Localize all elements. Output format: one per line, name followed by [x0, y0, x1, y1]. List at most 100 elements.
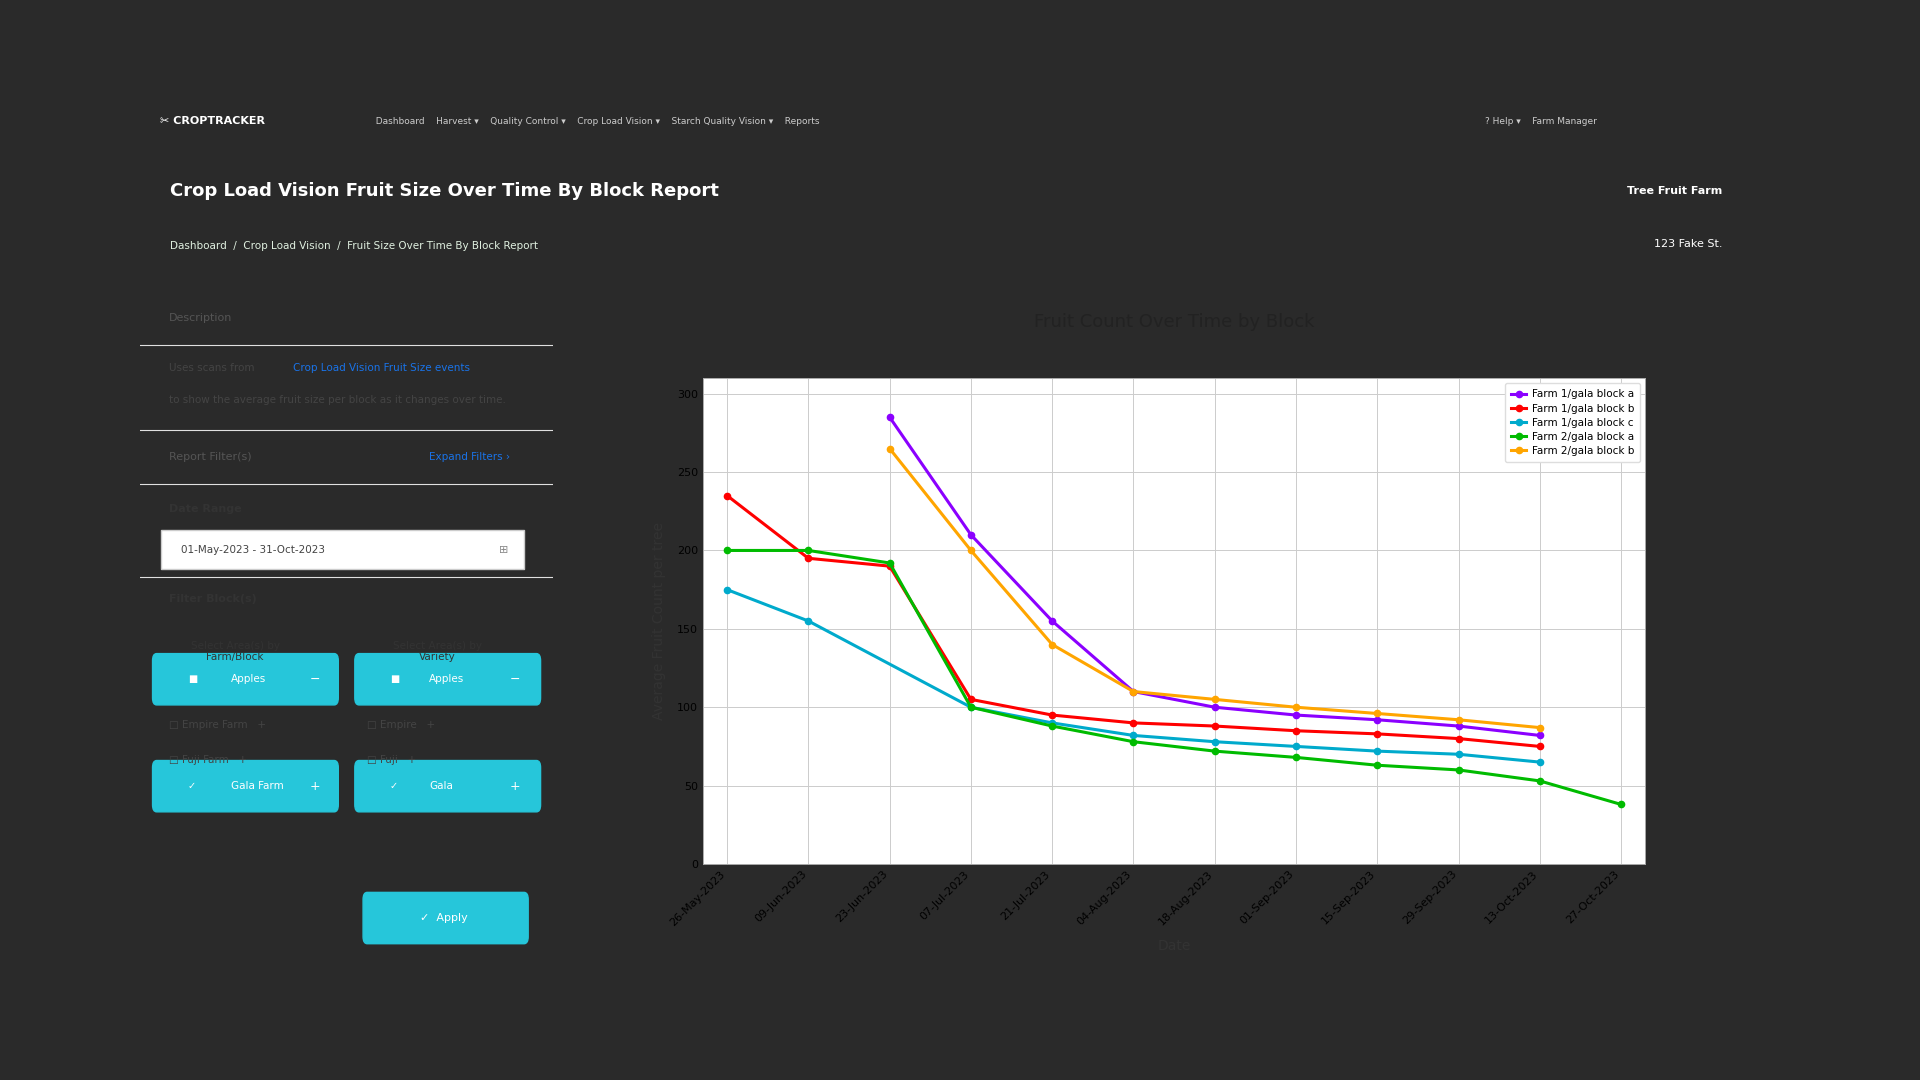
- Text: ✓  Apply: ✓ Apply: [420, 913, 467, 923]
- FancyBboxPatch shape: [152, 653, 338, 705]
- FancyBboxPatch shape: [355, 760, 541, 812]
- Text: Description: Description: [169, 313, 232, 323]
- Line: Farm 2/gala block b: Farm 2/gala block b: [887, 445, 1544, 731]
- Text: ⊞: ⊞: [499, 545, 509, 555]
- Text: 01-May-2023 - 31-Oct-2023: 01-May-2023 - 31-Oct-2023: [180, 545, 324, 555]
- FancyBboxPatch shape: [152, 760, 338, 812]
- Line: Farm 2/gala block a: Farm 2/gala block a: [724, 548, 1624, 808]
- FancyBboxPatch shape: [161, 530, 524, 569]
- Farm 1/gala block a: [960, 528, 983, 541]
- Farm 1/gala block c: [960, 701, 983, 714]
- Farm 1/gala block c: [1365, 744, 1388, 757]
- Text: Apples: Apples: [230, 674, 267, 685]
- X-axis label: Date: Date: [1158, 939, 1190, 953]
- Text: Gala: Gala: [428, 781, 453, 792]
- Text: □ Empire   +: □ Empire +: [367, 720, 436, 730]
- Farm 2/gala block b: [960, 544, 983, 557]
- Text: Tree Fruit Farm: Tree Fruit Farm: [1628, 187, 1722, 197]
- Farm 1/gala block c: [1284, 740, 1308, 753]
- FancyBboxPatch shape: [363, 892, 528, 944]
- Text: Gala Farm: Gala Farm: [230, 781, 284, 792]
- Farm 2/gala block a: [1041, 719, 1064, 732]
- Farm 1/gala block a: [1204, 701, 1227, 714]
- Text: −: −: [509, 673, 520, 686]
- Text: Select Area(s) by
Variety: Select Area(s) by Variety: [394, 640, 482, 662]
- Y-axis label: Average Fruit Count per tree: Average Fruit Count per tree: [651, 522, 666, 720]
- Farm 2/gala block a: [1528, 774, 1551, 787]
- Text: ■: ■: [390, 674, 399, 685]
- Line: Farm 1/gala block c: Farm 1/gala block c: [724, 586, 1544, 766]
- Farm 2/gala block a: [960, 701, 983, 714]
- Farm 2/gala block b: [1284, 701, 1308, 714]
- Farm 1/gala block b: [1041, 708, 1064, 721]
- Farm 1/gala block a: [1528, 729, 1551, 742]
- Farm 1/gala block b: [797, 552, 820, 565]
- Text: Dashboard    Harvest ▾    Quality Control ▾    Crop Load Vision ▾    Starch Qual: Dashboard Harvest ▾ Quality Control ▾ Cr…: [371, 117, 820, 126]
- Farm 1/gala block b: [1284, 725, 1308, 738]
- Text: 123 Fake St.: 123 Fake St.: [1653, 239, 1722, 248]
- Line: Farm 1/gala block b: Farm 1/gala block b: [724, 492, 1544, 750]
- Text: Select Area(s) by
Farm/Block: Select Area(s) by Farm/Block: [190, 640, 280, 662]
- Text: Crop Load Vision Fruit Size events: Crop Load Vision Fruit Size events: [294, 363, 470, 373]
- Farm 2/gala block a: [877, 556, 900, 569]
- Farm 1/gala block b: [1528, 740, 1551, 753]
- Farm 2/gala block b: [1204, 693, 1227, 706]
- Farm 1/gala block a: [877, 410, 900, 423]
- Farm 2/gala block b: [1041, 638, 1064, 651]
- Text: Date Range: Date Range: [169, 504, 242, 514]
- Text: Dashboard  /  Crop Load Vision  /  Fruit Size Over Time By Block Report: Dashboard / Crop Load Vision / Fruit Siz…: [169, 241, 538, 251]
- Legend: Farm 1/gala block a, Farm 1/gala block b, Farm 1/gala block c, Farm 2/gala block: Farm 1/gala block a, Farm 1/gala block b…: [1505, 383, 1640, 462]
- Farm 1/gala block b: [1204, 719, 1227, 732]
- Farm 1/gala block c: [1121, 729, 1144, 742]
- Line: Farm 1/gala block a: Farm 1/gala block a: [887, 414, 1544, 739]
- Farm 2/gala block b: [1448, 713, 1471, 726]
- Farm 2/gala block a: [1121, 735, 1144, 748]
- Text: □ Fuji   +: □ Fuji +: [367, 755, 417, 765]
- Text: ✓: ✓: [188, 781, 196, 792]
- Farm 1/gala block c: [1528, 756, 1551, 769]
- Farm 2/gala block a: [716, 544, 739, 557]
- Text: ■: ■: [188, 674, 198, 685]
- Text: +: +: [509, 780, 520, 793]
- Farm 1/gala block b: [877, 559, 900, 572]
- Text: ✂ CROPTRACKER: ✂ CROPTRACKER: [159, 117, 265, 126]
- Text: Crop Load Vision Fruit Size Over Time By Block Report: Crop Load Vision Fruit Size Over Time By…: [169, 183, 718, 201]
- Farm 1/gala block c: [716, 583, 739, 596]
- Farm 1/gala block b: [960, 693, 983, 706]
- Text: to show the average fruit size per block as it changes over time.: to show the average fruit size per block…: [169, 395, 507, 405]
- Text: Uses scans from: Uses scans from: [169, 363, 257, 373]
- Farm 2/gala block a: [797, 544, 820, 557]
- Farm 1/gala block c: [1448, 747, 1471, 760]
- Text: Apples: Apples: [428, 674, 465, 685]
- Text: ? Help ▾    Farm Manager: ? Help ▾ Farm Manager: [1484, 117, 1597, 126]
- Farm 1/gala block c: [1204, 735, 1227, 748]
- Farm 1/gala block a: [1365, 713, 1388, 726]
- Farm 1/gala block c: [797, 615, 820, 627]
- Farm 2/gala block a: [1365, 759, 1388, 772]
- Text: Report Filter(s): Report Filter(s): [169, 451, 252, 462]
- Farm 1/gala block c: [1041, 716, 1064, 729]
- Farm 2/gala block b: [1365, 707, 1388, 720]
- Farm 1/gala block a: [1041, 615, 1064, 627]
- Farm 1/gala block b: [716, 489, 739, 502]
- Text: □ Empire Farm   +: □ Empire Farm +: [169, 720, 267, 730]
- Text: Fruit Count Over Time by Block: Fruit Count Over Time by Block: [1033, 313, 1315, 332]
- Farm 1/gala block b: [1448, 732, 1471, 745]
- Farm 1/gala block b: [1121, 716, 1144, 729]
- Text: −: −: [309, 673, 321, 686]
- Text: Filter Block(s): Filter Block(s): [169, 594, 257, 605]
- Farm 2/gala block b: [1528, 721, 1551, 734]
- FancyBboxPatch shape: [355, 653, 541, 705]
- Farm 2/gala block a: [1448, 764, 1471, 777]
- Text: Expand Filters ›: Expand Filters ›: [428, 451, 511, 462]
- Farm 2/gala block a: [1204, 744, 1227, 757]
- Text: ✓: ✓: [390, 781, 397, 792]
- Text: □ Fuji Farm   +: □ Fuji Farm +: [169, 755, 248, 765]
- Farm 2/gala block a: [1284, 751, 1308, 764]
- Farm 2/gala block a: [1609, 798, 1632, 811]
- Text: +: +: [309, 780, 321, 793]
- Farm 2/gala block b: [877, 442, 900, 455]
- Farm 1/gala block b: [1365, 728, 1388, 741]
- Farm 1/gala block a: [1284, 708, 1308, 721]
- Farm 1/gala block a: [1448, 719, 1471, 732]
